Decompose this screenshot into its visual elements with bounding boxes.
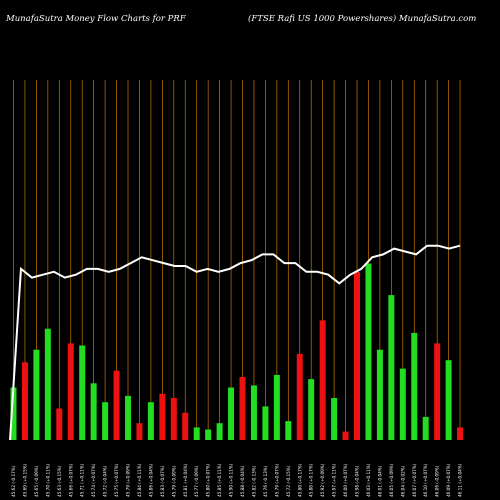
money-flow-bar	[445, 360, 452, 440]
price-line	[9, 244, 461, 441]
x-tick-label: 46.03 (+0.11%)	[366, 463, 371, 497]
x-tick-label: 45.79 (+0.09%)	[126, 463, 131, 497]
x-tick-label: 45.79 (+0.07%)	[274, 463, 279, 497]
x-tick-label: 45.82 (-0.13%)	[251, 465, 256, 497]
x-tick-label: 46.11 (+0.04%)	[458, 463, 463, 497]
money-flow-bar	[193, 427, 200, 440]
x-tick-label: 46.05 (+0.09%)	[389, 463, 394, 497]
x-tick-label: 45.92 (+0.09%)	[320, 463, 325, 497]
money-flow-bar	[273, 374, 280, 440]
money-flow-bar	[342, 431, 349, 440]
money-flow-bar	[331, 398, 338, 440]
x-tick-label: 45.62 (-0.17%)	[11, 465, 16, 497]
money-flow-bar	[10, 387, 17, 440]
money-flow-bar	[67, 343, 74, 440]
x-tick-label: 45.83 (-0.07%)	[160, 465, 165, 497]
x-tick-label: 46.01 (-0.04%)	[377, 465, 382, 497]
money-flow-bar	[182, 412, 189, 440]
x-tick-label: 46.07 (+0.07%)	[412, 463, 417, 497]
money-flow-bar	[147, 402, 154, 440]
money-flow-bar	[319, 320, 326, 440]
money-flow-bar	[21, 362, 28, 440]
x-tick-label: 45.88 (+0.17%)	[309, 463, 314, 497]
money-flow-bar	[216, 423, 223, 440]
money-flow-bar	[33, 349, 40, 440]
money-flow-bar	[170, 398, 177, 440]
x-tick-label: 45.66 (+0.07%)	[68, 463, 73, 497]
money-flow-bar	[399, 368, 406, 440]
money-flow-bar	[228, 387, 235, 440]
x-tick-label: 45.86 (+0.04%)	[148, 463, 153, 497]
x-tick-label: 45.71 (+0.11%)	[80, 463, 85, 497]
money-flow-bar	[56, 408, 63, 440]
chart-title-right: (FTSE Rafi US 1000 Powershares) MunafaSu…	[248, 14, 477, 24]
money-flow-bar	[113, 370, 120, 440]
money-flow-bar	[159, 393, 166, 440]
money-flow-bar	[205, 429, 212, 440]
money-flow-bar	[388, 295, 395, 440]
money-flow-bar	[308, 379, 315, 440]
money-flow-bar	[411, 332, 418, 440]
money-flow-bar	[376, 349, 383, 440]
money-flow-bar	[365, 263, 372, 440]
money-flow-bar	[250, 385, 257, 440]
x-tick-label: 46.00 (+0.07%)	[343, 463, 348, 497]
x-tick-label: 45.85 (+0.11%)	[217, 463, 222, 497]
x-tick-label: 45.79 (-0.09%)	[171, 465, 176, 497]
x-tick-label: 45.88 (-0.04%)	[240, 465, 245, 497]
money-flow-bar	[102, 402, 109, 440]
money-flow-bar	[79, 345, 86, 440]
x-tick-label: 45.69 (+0.15%)	[22, 463, 27, 497]
chart-title-left: MunafaSutra Money Flow Charts for PRF	[6, 14, 186, 24]
x-tick-label: 45.81 (+0.04%)	[183, 463, 188, 497]
money-flow-bar	[136, 423, 143, 440]
x-tick-label: 45.84 (+0.11%)	[137, 463, 142, 497]
x-tick-label: 46.09 (+0.07%)	[446, 463, 451, 497]
x-tick-label: 45.65 (-0.09%)	[34, 465, 39, 497]
money-flow-bar	[44, 328, 51, 440]
x-tick-label: 45.72 (-0.15%)	[286, 465, 291, 497]
x-tick-label: 45.77 (-0.09%)	[194, 465, 199, 497]
x-tick-label: 45.75 (+0.07%)	[114, 463, 119, 497]
money-flow-bar	[422, 416, 429, 440]
x-tick-label: 45.97 (+0.11%)	[332, 463, 337, 497]
money-flow-bar	[125, 395, 131, 440]
money-flow-bar	[262, 406, 269, 440]
x-tick-label: 45.74 (+0.07%)	[91, 463, 96, 497]
money-flow-bar	[457, 427, 464, 440]
x-tick-label: 46.06 (-0.09%)	[435, 465, 440, 497]
money-flow-bar	[239, 377, 246, 440]
x-tick-label: 45.80 (+0.17%)	[297, 463, 302, 497]
money-flow-bar	[285, 421, 292, 440]
x-tick-label: 45.63 (-0.15%)	[57, 465, 62, 497]
x-tick-label: 46.10 (+0.07%)	[423, 463, 428, 497]
x-tick-label: 45.90 (+0.11%)	[229, 463, 234, 497]
money-flow-bar	[434, 343, 441, 440]
x-tick-label: 45.70 (+0.11%)	[45, 463, 50, 497]
x-tick-label: 45.80 (+0.07%)	[206, 463, 211, 497]
money-flow-bar	[90, 383, 97, 440]
x-tick-label: 46.04 (-0.02%)	[400, 465, 405, 497]
x-tick-label: 45.98 (-0.04%)	[355, 465, 360, 497]
x-tick-label: 45.72 (-0.04%)	[103, 465, 108, 497]
money-flow-bar	[354, 272, 360, 440]
x-tick-label: 45.76 (-0.13%)	[263, 465, 268, 497]
money-flow-bar	[296, 353, 303, 440]
